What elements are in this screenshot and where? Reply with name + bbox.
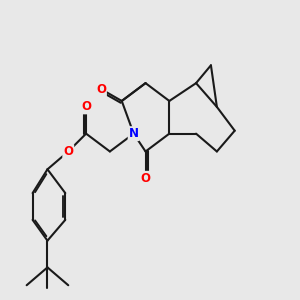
Text: O: O <box>140 172 151 185</box>
Text: O: O <box>63 145 73 158</box>
Text: N: N <box>129 127 139 140</box>
Text: O: O <box>96 82 106 96</box>
Text: O: O <box>81 100 91 113</box>
